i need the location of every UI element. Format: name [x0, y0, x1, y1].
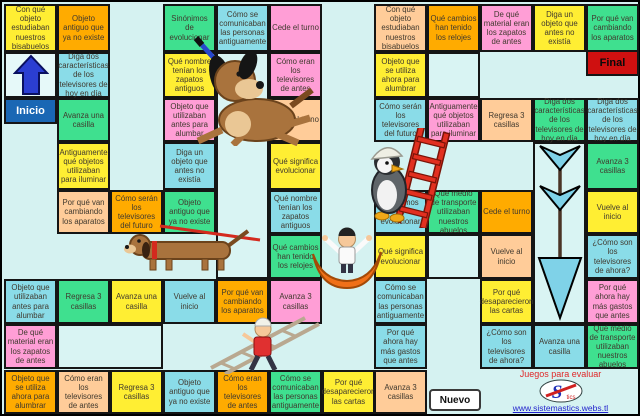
board-cell: ¿Cómo son los televisores de ahora? — [586, 234, 639, 279]
board-cell: Diga dos características de los televiso… — [57, 52, 110, 98]
board-cell: Por qué van cambiando los aparatos — [57, 190, 110, 234]
board-cell: Regresa 3 casillas — [110, 370, 163, 414]
board-cell: Objeto antiguo que ya no existe — [163, 370, 216, 414]
board-cell: Qué cambios han tenido los relojes — [427, 4, 480, 52]
board-cell: Diga dos características de los televiso… — [586, 97, 639, 143]
board-cell-empty — [57, 324, 163, 369]
board-cell: Cómo se comunicaban las personas antigua… — [374, 279, 427, 324]
board-cell: Qué medio de transporte utilizaban nuest… — [586, 324, 639, 369]
board-cell-empty — [216, 52, 269, 279]
board-cell: Avanza una casilla — [57, 98, 110, 142]
board-cell: Vuelve al inicio — [480, 234, 533, 279]
board-cell: Por qué ahora hay más gastos que antes — [586, 279, 639, 324]
board-cell: Diga un objeto que antes no existía — [533, 4, 586, 52]
board-cell-empty — [427, 234, 480, 279]
board-cell: Por qué desaparecieron las cartas — [480, 279, 533, 324]
board-cell: Cómo eran los televisores de antes — [57, 370, 110, 414]
board-cell: Diga un objeto que antes no existía — [163, 142, 216, 190]
board-cell: Cómo serán los televisores del futuro — [374, 98, 427, 142]
start-cell: Inicio — [4, 98, 57, 124]
svg-text:tics: tics — [566, 395, 575, 401]
board-cell-empty — [533, 142, 586, 324]
board-cell: Qué medio de transporte utilizaban nuest… — [427, 189, 480, 235]
board-cell: Sinónimos de evolucionar — [374, 190, 427, 234]
board-cell: Objeto que se utiliza ahora para alumbra… — [374, 52, 427, 98]
board-cell: De qué material eran los zapatos de ante… — [4, 324, 57, 369]
board-cell: Objeto que utilizaban antes para alumbar — [4, 279, 57, 324]
board-cell: Objeto antiguo que ya no existe — [163, 190, 216, 234]
board-cell: Qué significa evolucionar — [269, 142, 322, 190]
board-cell: Por qué van cambiando los aparatos — [216, 279, 269, 324]
board-cell: Antiguamente qué objetos utilizaban para… — [57, 142, 110, 190]
board-cell: Cómo serán los televisores del futuro — [110, 190, 163, 234]
board-cell: Avanza una casilla — [533, 324, 586, 369]
board-cell: Objeto que utilizaban antes para alumbar — [163, 98, 216, 142]
board-cell: Antiguamente qué objetos utilizaban para… — [427, 98, 480, 142]
board-cell: Regresa 3 casillas — [57, 279, 110, 324]
board-cell: Objeto antiguo que ya no existe — [57, 4, 110, 52]
board-cell: Diga dos características de los televiso… — [533, 97, 586, 143]
board-cell-empty — [4, 52, 57, 98]
footer: Juegos para evaluar S tics www.sistemast… — [482, 368, 639, 414]
board-cell: Cede el turno — [269, 4, 322, 52]
board-cell: Avanza 3 casillas — [586, 142, 639, 190]
board-cell: ¿Cómo son los televisores de ahora? — [480, 324, 533, 369]
board-cell: Cómo eran los televisores de antes — [216, 370, 269, 414]
board-cell: Avanza 3 casillas — [374, 370, 427, 414]
board-cell: Cede el turno — [480, 190, 533, 234]
board-cell: Vuelve al inicio — [163, 279, 216, 324]
board-cell: De qué material eran los zapatos de ante… — [480, 4, 533, 52]
board-cell: Avanza 3 casillas — [269, 279, 322, 324]
board-cell: Con qué objeto estudiaban nuestros bisab… — [4, 4, 57, 52]
board-cell: Vuelve al inicio — [586, 190, 639, 234]
board-cell: Cede el turno — [269, 98, 322, 142]
board-cell: Objeto que se utiliza ahora para alumbra… — [4, 370, 57, 414]
sistemastics-logo: S tics — [539, 379, 582, 403]
board-cell: Por qué van cambiando los aparatos — [586, 4, 639, 52]
board-cell: Qué nombre tenían los zapatos antiguos — [269, 190, 322, 234]
board-cell: Cómo eran los televisores de antes — [269, 52, 322, 98]
board-cell: Sinónimos de evolucionar — [163, 4, 216, 52]
board-cell: Por qué desaparecieron las cartas — [322, 370, 375, 414]
board-cell: Regresa 3 casillas — [480, 98, 533, 142]
board-cell: Cómo se comunicaban las personas antigua… — [269, 370, 322, 414]
board-cell: Qué nombre tenían los zapatos antiguos — [163, 52, 216, 98]
board-cell-empty — [427, 52, 480, 98]
board-cell: Qué cambios han tenido los relojes — [269, 234, 322, 279]
board-cell: Avanza una casilla — [110, 279, 163, 324]
finish-cell: Final — [586, 50, 639, 76]
footer-tagline: Juegos para evaluar — [519, 369, 602, 379]
board-cell: Por qué ahora hay más gastos que antes — [374, 324, 427, 369]
board-cell: Con qué objeto estudiaban nuestros bisab… — [374, 4, 427, 52]
website-link[interactable]: www.sistemastics.webs.tl — [512, 403, 609, 413]
board-cell: Cómo se comunicaban las personas antigua… — [216, 4, 269, 52]
new-game-button[interactable]: Nuevo — [429, 389, 481, 411]
board-cell: Qué significa evolucionar — [374, 234, 427, 279]
